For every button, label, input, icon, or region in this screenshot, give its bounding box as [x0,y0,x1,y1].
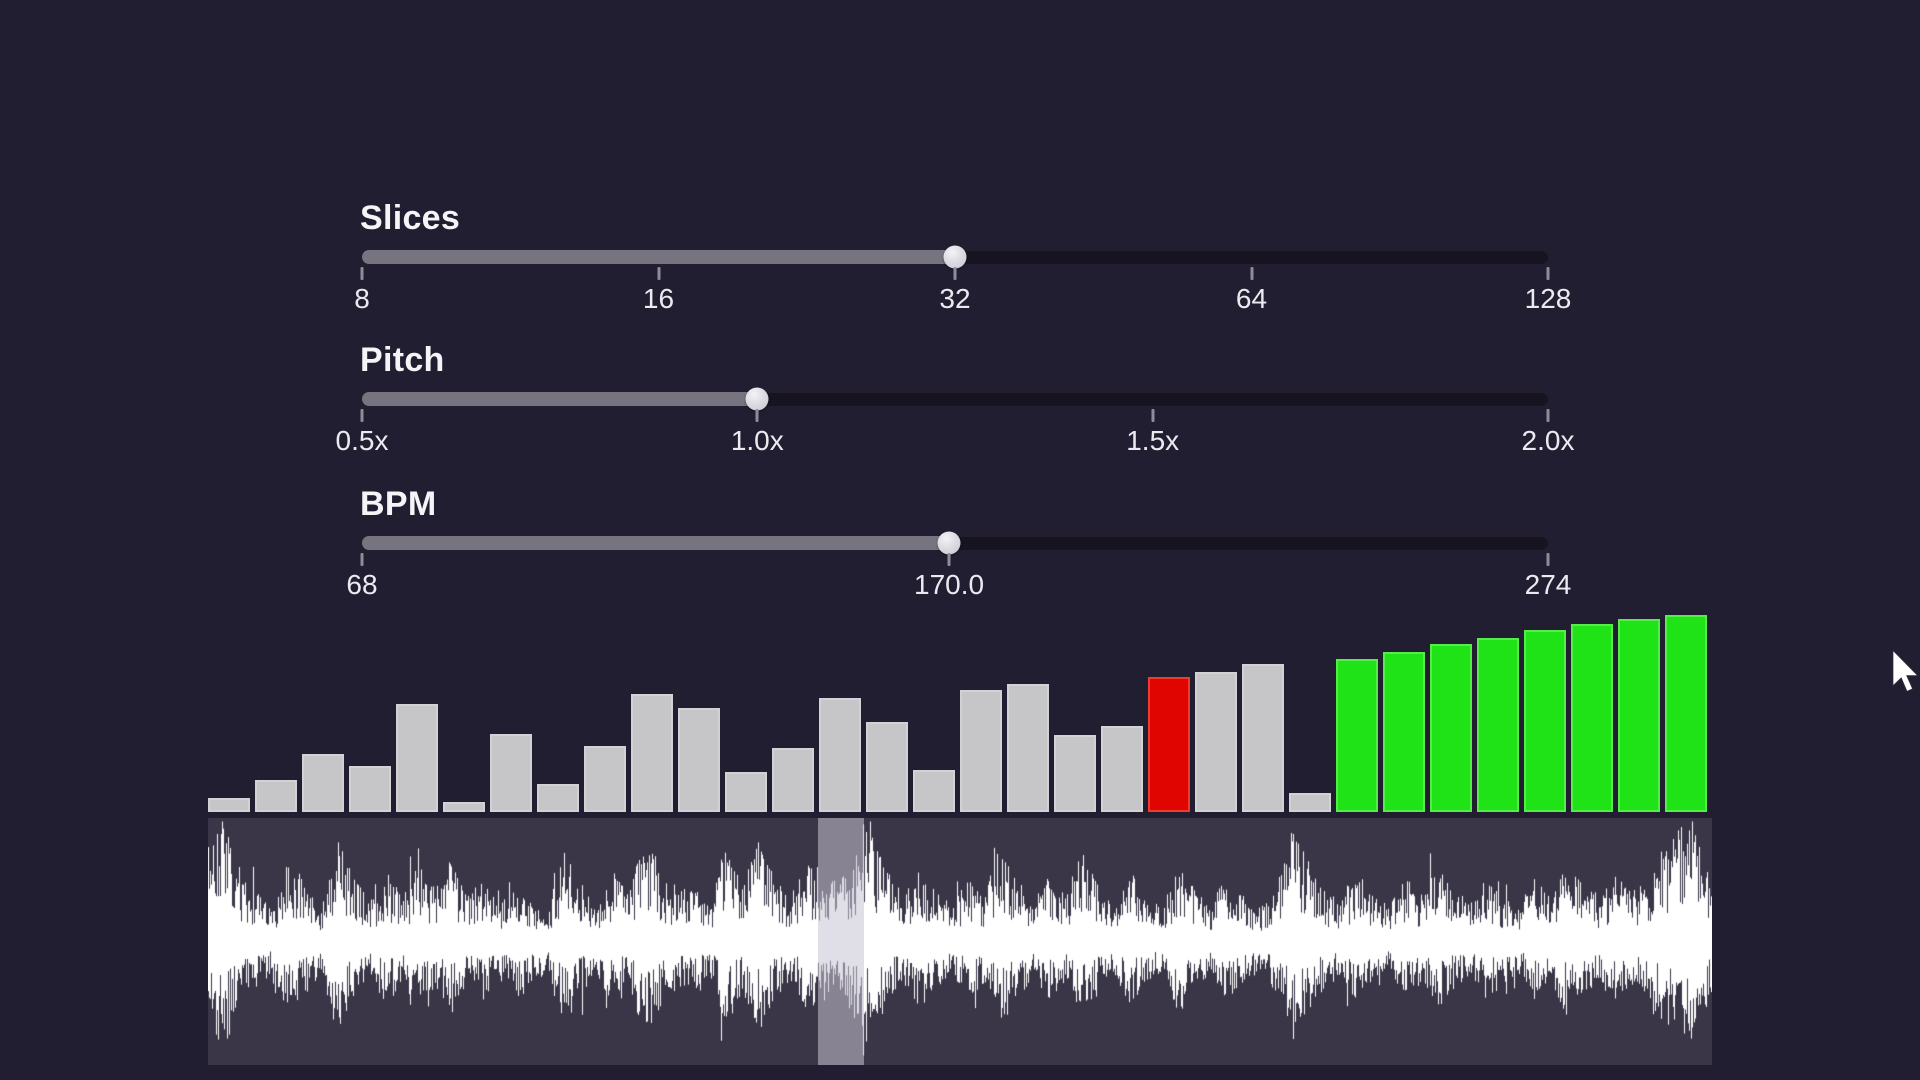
slice-bar-5[interactable] [396,704,438,812]
pitch-tick-mark [1546,409,1550,422]
slices-tick-mark [953,267,957,280]
pitch-slider[interactable]: 0.5x 1.0x 1.5x 2.0x [336,387,1574,456]
slice-bar-3[interactable] [302,754,344,812]
bpm-slider-group: BPM 68 170.0 274 [0,485,1920,606]
slice-bar-14[interactable] [819,698,861,812]
slice-bar-9[interactable] [584,746,626,812]
slices-tick-mark [360,267,364,280]
slices-slider-fill [362,250,955,264]
slice-bar-31[interactable] [1618,619,1660,812]
slice-bar-26[interactable] [1383,652,1425,812]
pitch-slider-track[interactable] [362,392,1548,406]
slices-tick-mark [657,267,660,280]
slice-bar-25[interactable] [1336,659,1378,812]
slice-bar-17[interactable] [960,690,1002,812]
bpm-slider-thumb[interactable] [937,531,961,555]
pitch-tick-label: 1.5x [1126,425,1180,456]
slices-tick-label: 8 [354,283,370,314]
slice-bar-1[interactable] [208,798,250,812]
pitch-tick-mark [360,409,364,422]
slice-bar-19[interactable] [1054,735,1096,812]
slices-slider-thumb[interactable] [943,245,967,269]
slice-bar-13[interactable] [772,748,814,812]
mouse-cursor-icon [1892,650,1920,693]
bpm-tick-mark [947,553,951,566]
slice-bar-22[interactable] [1195,672,1237,812]
waveform-display[interactable] [208,818,1712,1065]
slice-bar-28[interactable] [1477,638,1519,812]
bpm-label: BPM [360,485,437,523]
slice-bar-15[interactable] [866,722,908,812]
pitch-slider-fill [362,392,758,406]
waveform-canvas[interactable] [208,818,1712,1065]
slice-bar-30[interactable] [1571,624,1613,812]
slice-bar-29[interactable] [1524,630,1566,812]
bpm-tick-label: 68 [346,569,378,600]
slice-bar-12[interactable] [725,772,767,812]
pitch-tick-label: 1.0x [730,425,784,456]
slices-slider-group: Slices 8 16 32 64 128 [0,199,1920,320]
pitch-label: Pitch [360,341,445,379]
slices-label: Slices [360,199,461,237]
slice-bar-2[interactable] [255,780,297,812]
slice-bar-32[interactable] [1665,615,1707,812]
bpm-slider[interactable]: 68 170.0 274 [346,531,1571,600]
slice-bar-4[interactable] [349,766,391,812]
pitch-tick-label: 0.5x [335,425,389,456]
slice-level-bars [208,610,1712,812]
bpm-slider-fill [362,536,950,550]
pitch-tick-mark [1151,409,1155,422]
slice-bar-20[interactable] [1101,726,1143,812]
slices-tick-label: 64 [1235,283,1268,314]
slice-bar-21[interactable] [1148,677,1190,812]
bpm-tick-mark [1546,553,1550,566]
slice-bar-23[interactable] [1242,664,1284,812]
slices-slider[interactable]: 8 16 32 64 128 [354,245,1571,314]
slices-tick-mark [1250,267,1253,280]
bpm-tick-label: 170.0 [914,569,985,600]
bpm-tick-label: 274 [1524,569,1572,600]
pitch-tick-label: 2.0x [1521,425,1575,456]
slice-bar-8[interactable] [537,784,579,812]
slice-bar-6[interactable] [443,802,485,812]
slices-tick-label: 128 [1524,283,1572,314]
bpm-tick-mark [360,553,364,566]
slices-tick-label: 16 [642,283,675,314]
pitch-slider-group: Pitch 0.5x 1.0x 1.5x 2.0x [0,341,1920,462]
slice-bar-16[interactable] [913,770,955,812]
slice-bar-24[interactable] [1289,793,1331,812]
slice-bar-18[interactable] [1007,684,1049,812]
slice-bar-27[interactable] [1430,644,1472,812]
slice-bar-11[interactable] [678,708,720,812]
slice-bar-7[interactable] [490,734,532,812]
playhead-highlight [818,818,865,1065]
pitch-tick-mark [755,409,759,422]
slice-bar-10[interactable] [631,694,673,812]
pitch-slider-thumb[interactable] [745,387,769,411]
slices-tick-mark [1546,267,1550,280]
slices-tick-label: 32 [939,283,971,314]
